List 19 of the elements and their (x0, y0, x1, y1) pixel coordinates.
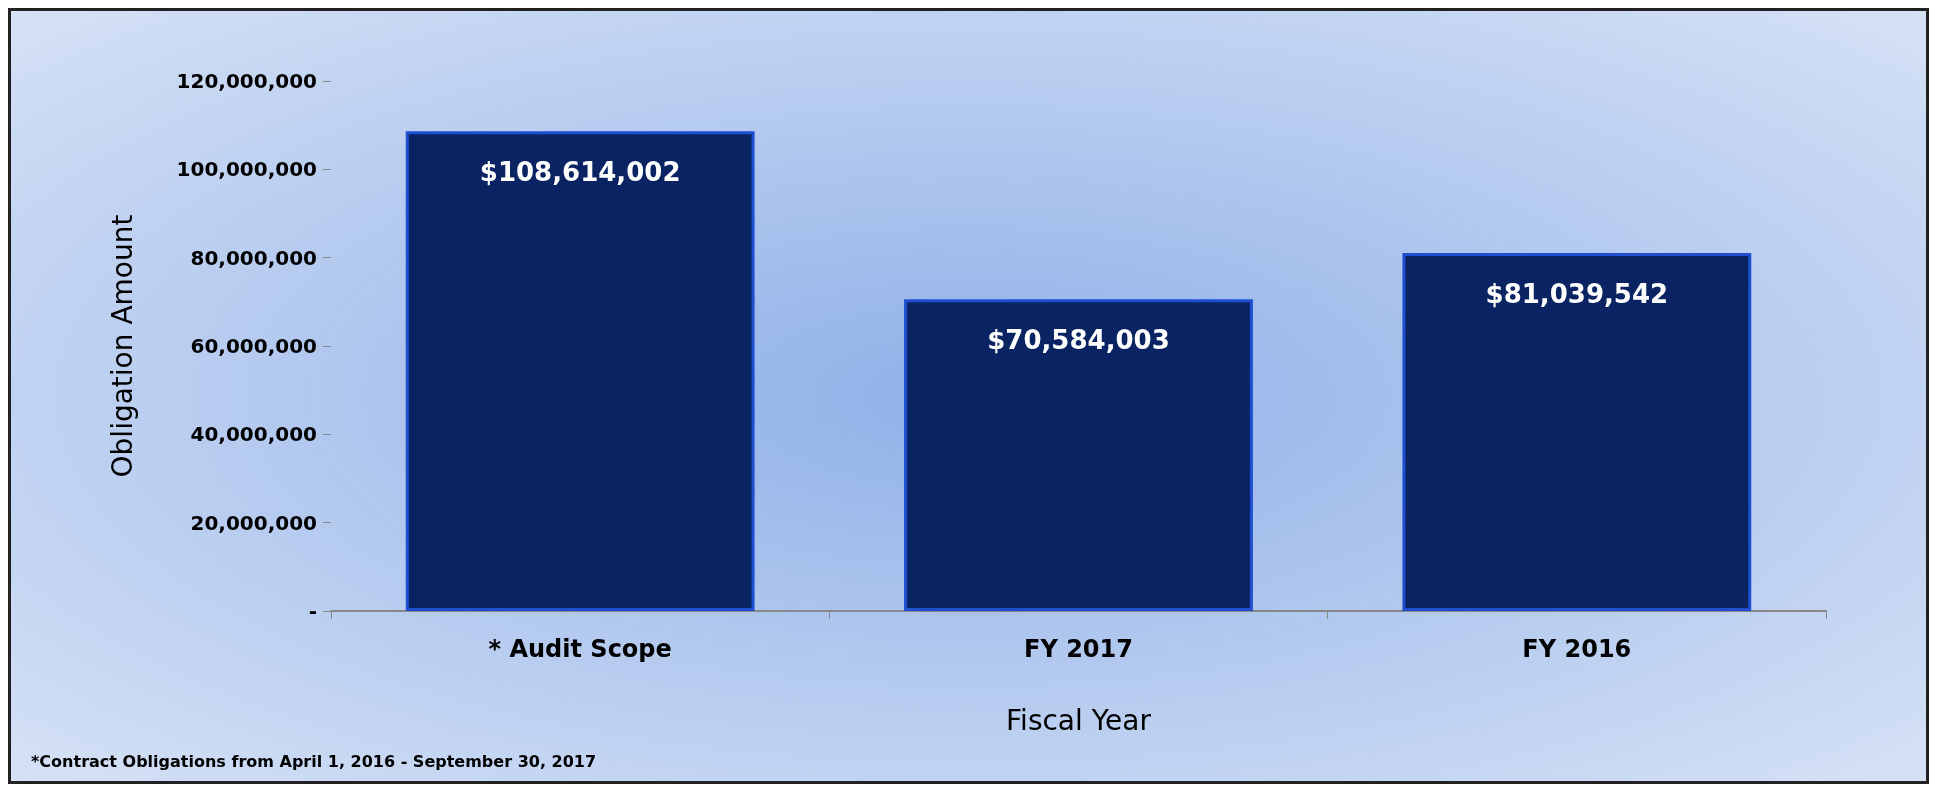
bar (1402, 253, 1752, 611)
data-label: $81,039,542 (1485, 279, 1669, 310)
y-tick-label: 40,000,000 (190, 422, 317, 447)
bar (904, 299, 1253, 611)
y-tick-label: 80,000,000 (190, 245, 317, 270)
y-tick-label: 20,000,000 (190, 510, 317, 535)
x-tick-label: FY 2017 (1024, 635, 1133, 663)
data-label: $108,614,002 (479, 157, 681, 188)
x-axis-title: Fiscal Year (1006, 703, 1152, 737)
x-tick-label: * Audit Scope (488, 635, 672, 663)
y-tick-label: 120,000,000 (176, 69, 317, 93)
data-label: $70,584,003 (987, 325, 1170, 356)
x-tick-label: FY 2016 (1522, 635, 1632, 663)
bar (405, 131, 755, 611)
y-tick-label: 60,000,000 (190, 334, 317, 358)
text: *Contract Obligations from April 1, 2016 - September 30, 2017 (31, 751, 597, 771)
y-axis-title: Obligation Amount (105, 214, 139, 478)
y-tick-label: - (308, 599, 317, 623)
y-tick-label: 100,000,000 (176, 157, 317, 182)
